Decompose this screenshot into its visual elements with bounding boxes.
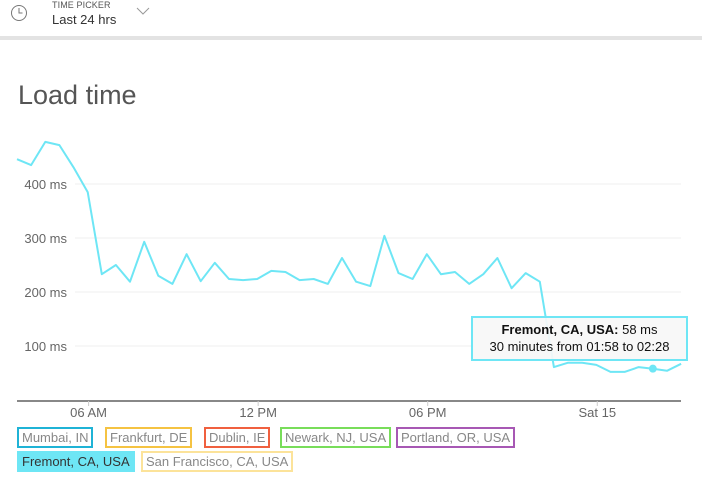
time-picker-bar: TIME PICKER Last 24 hrs [0, 0, 702, 36]
y-tick-label: 400 ms [24, 177, 67, 192]
time-picker-label: TIME PICKER [52, 0, 111, 10]
x-tick-label: 12 PM [239, 405, 277, 420]
legend-item[interactable]: Dublin, IE [204, 427, 271, 448]
series-line [16, 140, 682, 373]
legend-item[interactable]: Portland, OR, USA [396, 427, 516, 448]
legend-item[interactable]: Frankfurt, DE [105, 427, 193, 448]
load-time-chart: 100 ms 200 ms 300 ms 400 ms 06 AM 12 PM 06 PM S… [16, 140, 682, 420]
divider [0, 36, 702, 40]
tooltip-value: 58 ms [622, 322, 658, 337]
chart-tooltip: Fremont, CA, USA: 58 ms 30 minutes from … [471, 316, 688, 361]
y-tick-label: 300 ms [24, 231, 67, 246]
chart-title: Load time [18, 80, 137, 110]
legend-item[interactable]: Fremont, CA, USA [17, 451, 135, 472]
chevron-down-icon[interactable] [136, 6, 150, 16]
legend-item[interactable]: Mumbai, IN [17, 427, 94, 448]
clock-icon [11, 5, 27, 21]
x-tick-label: Sat 15 [578, 405, 616, 420]
x-tick-label: 06 AM [70, 405, 107, 420]
legend-item[interactable]: San Francisco, CA, USA [141, 451, 294, 472]
tooltip-series: Fremont, CA, USA: [501, 322, 619, 337]
x-tick-label: 06 PM [409, 405, 447, 420]
y-tick-label: 200 ms [24, 285, 67, 300]
time-picker-value[interactable]: Last 24 hrs [52, 12, 117, 27]
highlighted-point [648, 364, 657, 373]
legend-item[interactable]: Newark, NJ, USA [280, 427, 392, 448]
tooltip-range: 30 minutes from 01:58 to 02:28 [489, 339, 670, 354]
y-tick-label: 100 ms [24, 339, 67, 354]
